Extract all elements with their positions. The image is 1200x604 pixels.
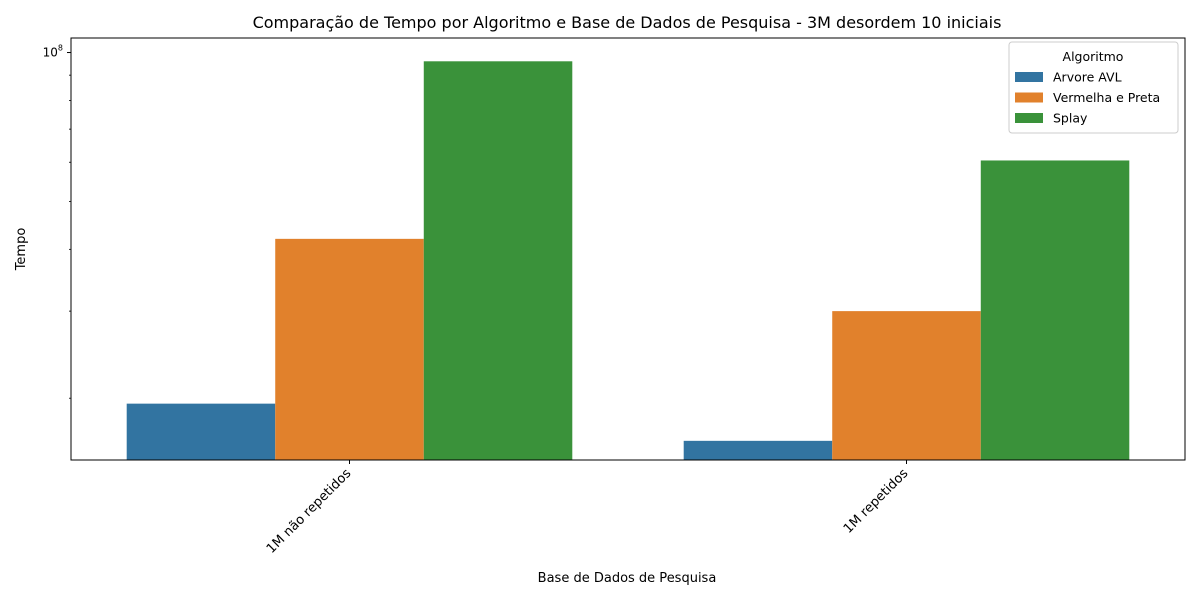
- bar-vermelha-e-preta-1: [832, 311, 981, 460]
- bars-layer: [126, 61, 1130, 461]
- y-axis-ticks: 108: [43, 44, 71, 399]
- bar-arvore-avl-0: [126, 403, 276, 460]
- bar-arvore-avl-1: [683, 440, 833, 460]
- x-axis-label: Base de Dados de Pesquisa: [538, 571, 717, 586]
- x-tick-label: 1M não repetidos: [264, 466, 355, 557]
- legend-swatch: [1015, 92, 1043, 103]
- bar-vermelha-e-preta-0: [275, 238, 424, 460]
- bar-splay-1: [980, 160, 1130, 461]
- legend: Algoritmo Arvore AVL Vermelha e Preta Spla…: [1008, 41, 1179, 134]
- y-tick-label: 108: [43, 44, 63, 60]
- legend-swatch: [1015, 72, 1043, 82]
- chart-title: Comparação de Tempo por Algoritmo e Base…: [253, 13, 1002, 32]
- y-axis-label: Tempo: [14, 228, 29, 272]
- bar-splay-0: [423, 61, 573, 460]
- legend-swatch: [1015, 113, 1043, 123]
- legend-label: Splay: [1053, 111, 1088, 126]
- legend-box: [1008, 41, 1179, 134]
- x-tick-label: 1M repetidos: [841, 466, 912, 537]
- legend-items: Arvore AVL Vermelha e Preta Splay: [1015, 70, 1160, 126]
- x-axis-ticks: 1M não repetidos 1M repetidos: [264, 460, 912, 557]
- legend-label: Arvore AVL: [1053, 70, 1122, 85]
- legend-label: Vermelha e Preta: [1053, 90, 1160, 105]
- legend-title: Algoritmo: [1063, 49, 1124, 64]
